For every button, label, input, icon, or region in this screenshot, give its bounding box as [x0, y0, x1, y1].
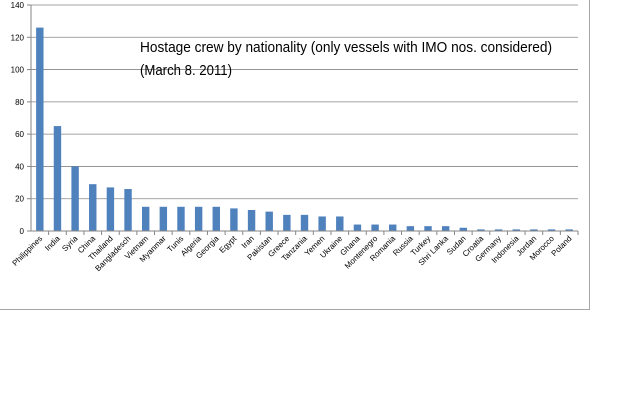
bar-india [53, 126, 62, 231]
x-tick-label-philippines: Philippines [11, 234, 45, 268]
y-tick-label: 60 [15, 130, 24, 139]
bar-turkey [424, 226, 432, 231]
bar-romania [389, 224, 397, 231]
x-tick-label-egypt: Egypt [217, 234, 238, 255]
chart-frame: 0 20 40 60 80 100 120 140 Philippines India Syria C… [0, 0, 590, 310]
bar-tanzania [300, 214, 309, 231]
bar-jordan [530, 229, 538, 231]
y-tick-label: 0 [20, 227, 25, 236]
y-tick-label: 20 [15, 195, 24, 204]
bar-china [89, 184, 97, 231]
bar-indonesia [512, 229, 520, 231]
bar-egypt [230, 208, 238, 231]
bar-algeria [194, 206, 203, 231]
y-tick-label: 80 [15, 98, 24, 107]
bar-shri-lanka [441, 226, 450, 231]
bar-greece [283, 214, 291, 231]
y-tick-label: 140 [11, 1, 25, 10]
y-tick-label: 40 [15, 162, 24, 171]
bar-iran [247, 210, 256, 231]
axes [27, 4, 579, 235]
bar-ghana [353, 224, 362, 231]
bar-croatia [477, 229, 485, 231]
chart-title-line-2: (March 8. 2011) [140, 62, 232, 79]
gridlines [31, 4, 578, 200]
x-tick-label-poland: Poland [550, 234, 574, 258]
x-tick-label-india: India [43, 234, 62, 253]
bar-poland [565, 229, 573, 231]
bar-germany [494, 229, 503, 231]
bar-myanmar [159, 206, 168, 231]
y-tick-label: 100 [11, 66, 25, 75]
bar-bangladesch [124, 189, 132, 231]
bar-sudan [459, 227, 468, 231]
bar-yemen [318, 216, 326, 231]
bars [36, 27, 573, 231]
bar-russia [406, 226, 415, 231]
bar-pakistan [265, 211, 273, 231]
bar-tunis [177, 206, 185, 231]
bar-philippines [36, 27, 44, 231]
chart-title-line-1: Hostage crew by nationality (only vessel… [140, 39, 552, 56]
bar-vietnam [141, 206, 150, 231]
bar-montenegro [371, 224, 379, 231]
bar-thailand [106, 187, 115, 231]
bar-georgia [212, 206, 220, 231]
bar-ukraine [336, 216, 344, 231]
bar-morocco [547, 229, 556, 231]
bar-syria [71, 166, 79, 231]
y-tick-label: 120 [11, 33, 25, 42]
